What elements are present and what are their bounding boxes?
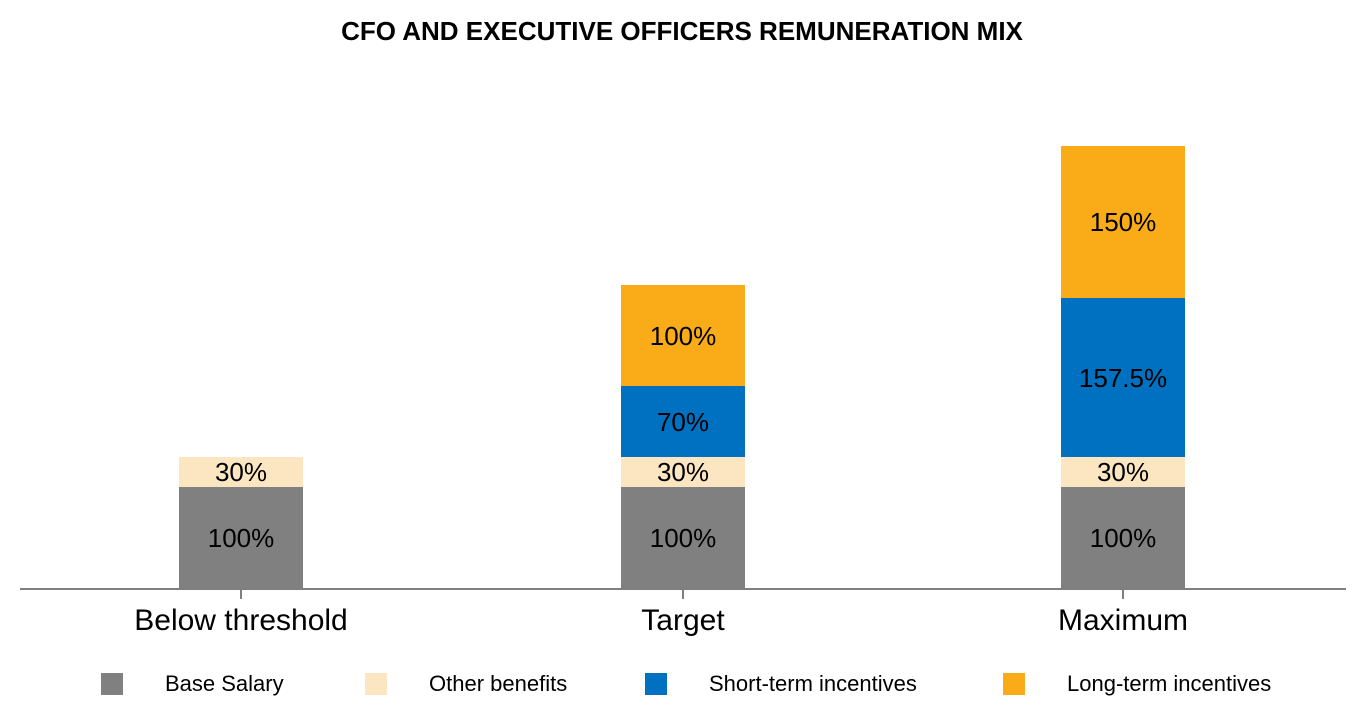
legend-item-base-salary: Base Salary [101, 673, 284, 695]
segment-short-term-incentives-maximum: 157.5% [1061, 298, 1185, 457]
bar-target: 100% 30% 70% 100% [621, 285, 745, 588]
segment-value-label: 100% [649, 320, 717, 351]
legend-item-short-term-incentives: Short-term incentives [645, 673, 917, 695]
x-axis-line [20, 588, 1346, 590]
segment-value-label: 100% [649, 522, 717, 553]
segment-value-label: 30% [656, 457, 710, 487]
segment-other-benefits-below-threshold: 30% [179, 457, 303, 487]
legend-label-long-term-incentives: Long-term incentives [1067, 671, 1272, 696]
segment-long-term-incentives-maximum: 150% [1061, 146, 1185, 298]
x-axis-tick [240, 590, 242, 599]
category-label-target: Target [641, 604, 725, 637]
segment-value-label: 150% [1089, 207, 1157, 237]
chart-title: CFO AND EXECUTIVE OFFICERS REMUNERATION … [341, 16, 1023, 46]
segment-value-label: 30% [214, 457, 268, 487]
segment-value-label: 30% [1096, 457, 1150, 487]
segment-value-label: 70% [656, 406, 710, 437]
legend-swatch-base-salary [101, 673, 123, 695]
legend-label-short-term-incentives: Short-term incentives [709, 671, 917, 696]
segment-value-label: 157.5% [1078, 362, 1168, 393]
segment-value-label: 100% [1089, 522, 1157, 553]
x-axis-tick [1122, 590, 1124, 599]
x-axis-tick [682, 590, 684, 599]
bar-below-threshold: 100% 30% [179, 457, 303, 588]
segment-value-label: 100% [207, 522, 275, 553]
segment-base-salary-maximum: 100% [1061, 487, 1185, 588]
segment-other-benefits-maximum: 30% [1061, 457, 1185, 487]
legend-label-other-benefits: Other benefits [429, 671, 568, 696]
category-label-below-threshold: Below threshold [134, 604, 348, 637]
legend-swatch-long-term-incentives [1003, 673, 1025, 695]
segment-base-salary-below-threshold: 100% [179, 487, 303, 588]
segment-other-benefits-target: 30% [621, 457, 745, 487]
bar-maximum: 100% 30% 157.5% 150% [1061, 146, 1185, 588]
segment-short-term-incentives-target: 70% [621, 386, 745, 457]
category-label-maximum: Maximum [1057, 604, 1188, 637]
legend-label-base-salary: Base Salary [165, 671, 284, 696]
segment-base-salary-target: 100% [621, 487, 745, 588]
legend-item-other-benefits: Other benefits [365, 673, 567, 695]
segment-long-term-incentives-target: 100% [621, 285, 745, 386]
legend-item-long-term-incentives: Long-term incentives [1003, 673, 1271, 695]
legend-swatch-short-term-incentives [645, 673, 667, 695]
legend-swatch-other-benefits [365, 673, 387, 695]
